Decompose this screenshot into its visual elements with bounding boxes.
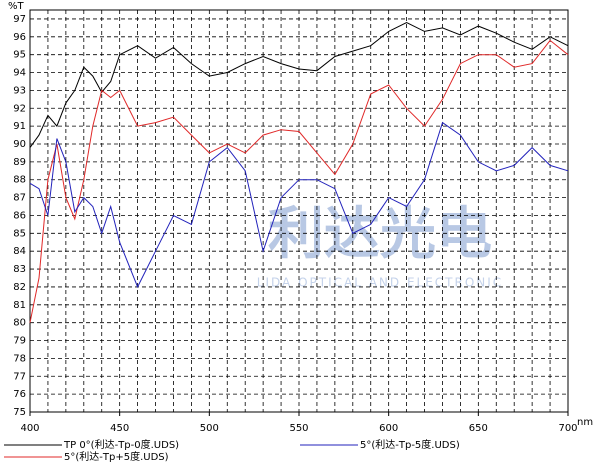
x-axis-label: nm xyxy=(577,417,593,428)
y-tick-label: 87 xyxy=(13,193,26,204)
x-tick-label: 650 xyxy=(469,423,488,434)
data-line xyxy=(29,21,569,148)
y-tick-label: 79 xyxy=(13,336,26,347)
y-tick-label: 95 xyxy=(13,50,26,61)
y-tick-label: 77 xyxy=(13,371,26,382)
y-tick-label: 84 xyxy=(13,246,26,257)
y-axis-label: %T xyxy=(8,1,25,12)
y-tick-label: 82 xyxy=(13,282,26,293)
y-tick-label: 81 xyxy=(13,300,26,311)
x-tick-label: 450 xyxy=(110,423,129,434)
y-tick-label: 76 xyxy=(13,389,26,400)
y-tick-label: 91 xyxy=(13,121,26,132)
y-tick-label: 83 xyxy=(13,264,26,275)
y-tick-label: 97 xyxy=(13,14,26,25)
data-line xyxy=(29,121,569,289)
y-tick-label: 88 xyxy=(13,175,26,186)
x-tick-label: 700 xyxy=(558,423,577,434)
y-tick-label: 94 xyxy=(13,68,26,79)
y-tick-label: 85 xyxy=(13,228,26,239)
legend-label: 5°(利达-Tp-5度.UDS) xyxy=(360,438,460,451)
y-tick-label: 89 xyxy=(13,157,26,168)
plot-frame xyxy=(29,9,569,413)
x-tick-label: 400 xyxy=(20,423,39,434)
y-tick-label: 86 xyxy=(13,210,26,221)
watermark-title: 利达光电 xyxy=(268,202,492,267)
y-tick-label: 78 xyxy=(13,353,26,364)
y-tick-label: 75 xyxy=(13,407,26,418)
data-line xyxy=(29,39,569,323)
x-tick-label: 550 xyxy=(289,423,308,434)
x-tick-label: 500 xyxy=(200,423,219,434)
watermark-subtitle: LIDA OPTICAL AND ELECTRONIC xyxy=(257,276,503,290)
legend-label: 5°(利达-Tp+5度.UDS) xyxy=(64,450,169,463)
y-tick-label: 80 xyxy=(13,318,26,329)
y-tick-label: 90 xyxy=(13,139,26,150)
y-tick-label: 96 xyxy=(13,32,26,43)
y-tick-label: 92 xyxy=(13,103,26,114)
legend-label: TP 0°(利达-Tp-0度.UDS) xyxy=(63,438,179,451)
x-tick-label: 600 xyxy=(379,423,398,434)
y-tick-label: 93 xyxy=(13,85,26,96)
